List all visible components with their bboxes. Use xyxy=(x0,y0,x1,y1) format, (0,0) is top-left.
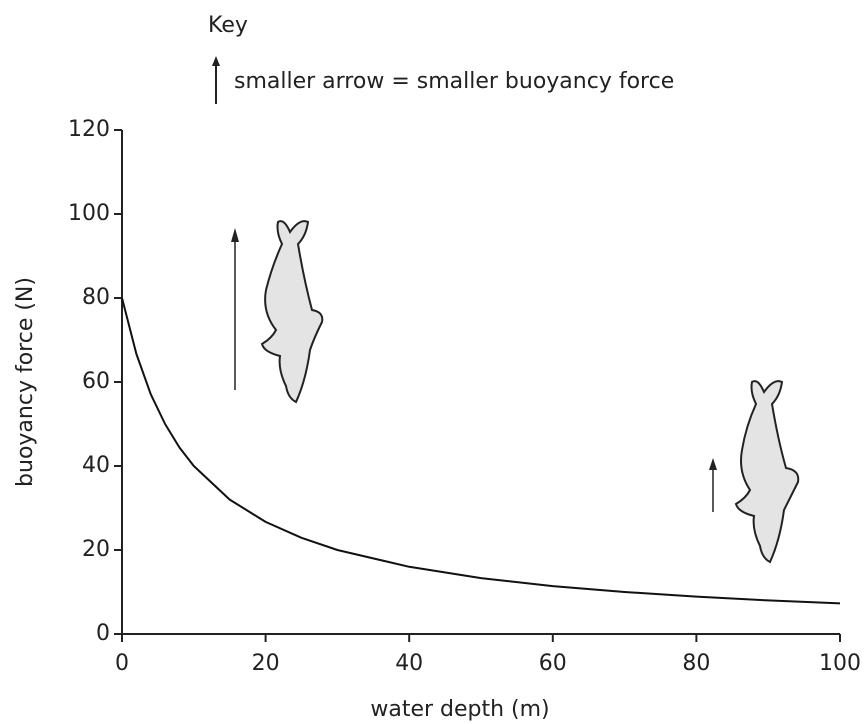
key-arrowhead xyxy=(212,56,220,66)
y-tick-label: 120 xyxy=(68,117,110,142)
x-tick-label: 60 xyxy=(539,651,567,676)
y-tick-label: 0 xyxy=(96,621,110,646)
key-text: smaller arrow = smaller buoyancy force xyxy=(234,69,674,94)
data-line xyxy=(122,298,840,603)
dolphin xyxy=(736,381,798,562)
chart: Key smaller arrow = smaller buoyancy for… xyxy=(0,0,866,724)
key-title: Key xyxy=(208,13,248,38)
illustration-arrowhead xyxy=(709,458,717,470)
dolphin xyxy=(262,221,322,402)
y-tick-label: 40 xyxy=(82,453,110,478)
y-tick-label: 20 xyxy=(82,537,110,562)
illustration-arrowhead xyxy=(231,228,239,242)
x-tick-label: 0 xyxy=(115,651,129,676)
y-tick-label: 100 xyxy=(68,201,110,226)
y-tick-label: 80 xyxy=(82,285,110,310)
x-tick-label: 20 xyxy=(252,651,280,676)
x-axis-label: water depth (m) xyxy=(370,697,549,722)
x-tick-label: 80 xyxy=(682,651,710,676)
y-tick-label: 60 xyxy=(82,369,110,394)
x-tick-label: 40 xyxy=(395,651,423,676)
x-tick-label: 100 xyxy=(819,651,861,676)
y-axis-label: buoyancy force (N) xyxy=(13,277,38,487)
